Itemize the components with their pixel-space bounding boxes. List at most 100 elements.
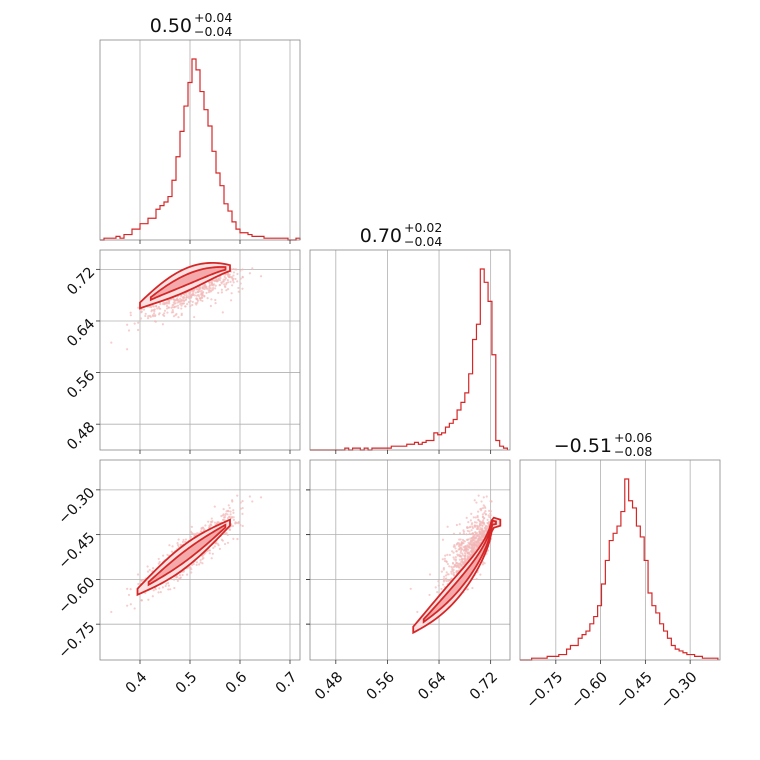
sample-point xyxy=(180,304,183,307)
sample-point xyxy=(450,550,454,553)
sample-point xyxy=(440,587,443,591)
title-err-plus: +0.04 xyxy=(194,10,232,25)
sample-point xyxy=(452,551,455,554)
title-err-minus: −0.08 xyxy=(614,444,652,459)
x-tick-label: 0.64 xyxy=(415,669,449,703)
axes-frame xyxy=(99,459,301,661)
sample-point xyxy=(241,524,244,528)
sample-point xyxy=(259,275,263,278)
sample-point xyxy=(133,607,136,610)
sample-point xyxy=(168,302,171,305)
sample-point xyxy=(171,311,175,314)
sample-point xyxy=(180,302,183,305)
sample-point xyxy=(214,298,217,302)
sample-point xyxy=(202,287,205,290)
sample-point xyxy=(473,499,476,502)
sample-point xyxy=(231,524,235,528)
sample-point xyxy=(487,524,490,528)
sample-point xyxy=(215,522,219,525)
sample-point xyxy=(453,558,456,561)
sample-point xyxy=(199,299,202,302)
sample-point xyxy=(451,562,455,565)
sample-point xyxy=(218,547,222,551)
sample-point xyxy=(468,532,471,535)
sample-point xyxy=(442,583,445,586)
sample-point xyxy=(136,573,140,576)
sample-point xyxy=(136,328,140,332)
sample-point xyxy=(157,557,160,561)
sample-point xyxy=(463,540,467,543)
sample-point xyxy=(217,277,220,280)
sample-point xyxy=(239,507,242,510)
sample-point xyxy=(199,297,202,300)
sample-point xyxy=(473,537,477,540)
x-tick-label: 0.56 xyxy=(364,669,398,703)
sample-point xyxy=(241,506,244,510)
sample-point xyxy=(208,552,211,555)
sample-point xyxy=(476,540,479,544)
sample-point xyxy=(463,555,466,558)
sample-point xyxy=(208,549,212,552)
sample-point xyxy=(180,307,183,310)
sample-point xyxy=(478,522,482,525)
sample-point xyxy=(176,579,179,582)
sample-point xyxy=(203,285,206,289)
sample-point xyxy=(171,304,174,307)
sample-point xyxy=(190,295,193,298)
sample-point xyxy=(462,549,466,552)
sample-point xyxy=(444,554,447,557)
sample-point xyxy=(110,341,113,344)
sample-point xyxy=(193,534,196,538)
sample-point xyxy=(176,541,179,545)
sample-point xyxy=(455,564,458,567)
sample-point xyxy=(212,546,215,550)
sample-point xyxy=(174,299,177,302)
sample-point xyxy=(228,528,231,531)
sample-point xyxy=(480,509,483,512)
sample-point xyxy=(448,579,452,582)
sample-point xyxy=(489,500,492,503)
sample-point xyxy=(477,494,480,497)
sample-point xyxy=(474,548,477,552)
sample-point xyxy=(189,291,192,294)
sample-point xyxy=(462,532,465,535)
axes-frame xyxy=(99,39,301,241)
sample-point xyxy=(214,284,217,287)
sample-point xyxy=(235,521,238,524)
sample-point xyxy=(445,579,448,583)
sample-point xyxy=(146,317,150,320)
sample-point xyxy=(204,284,207,287)
sample-point xyxy=(176,544,180,547)
sample-point xyxy=(223,275,226,278)
sample-point xyxy=(212,286,215,290)
sample-point xyxy=(206,297,209,300)
sample-point xyxy=(236,280,239,283)
sample-point xyxy=(441,538,445,541)
sample-point xyxy=(453,565,456,568)
sample-point xyxy=(175,576,178,579)
sample-point xyxy=(196,532,199,535)
y-tick-label: 0.64 xyxy=(64,316,98,350)
sample-point xyxy=(474,544,477,547)
sample-point xyxy=(224,285,227,289)
sample-point xyxy=(133,322,136,325)
sample-point xyxy=(226,513,229,516)
sample-point xyxy=(213,521,216,524)
x-tick-label: −0.45 xyxy=(613,669,656,712)
sample-point xyxy=(165,304,169,308)
sample-point xyxy=(203,294,206,298)
sample-point xyxy=(239,524,242,527)
sample-point xyxy=(162,554,165,557)
sample-point xyxy=(186,296,189,299)
sample-point xyxy=(452,556,455,559)
contour-outer xyxy=(412,516,502,635)
sample-point xyxy=(237,290,240,293)
sample-point xyxy=(235,268,238,271)
sample-point xyxy=(126,348,129,351)
sample-point xyxy=(126,587,129,590)
title-err-plus: +0.06 xyxy=(614,430,652,445)
y-tick-label: −0.30 xyxy=(56,485,99,528)
sample-point xyxy=(201,294,204,297)
sample-point xyxy=(152,312,156,315)
